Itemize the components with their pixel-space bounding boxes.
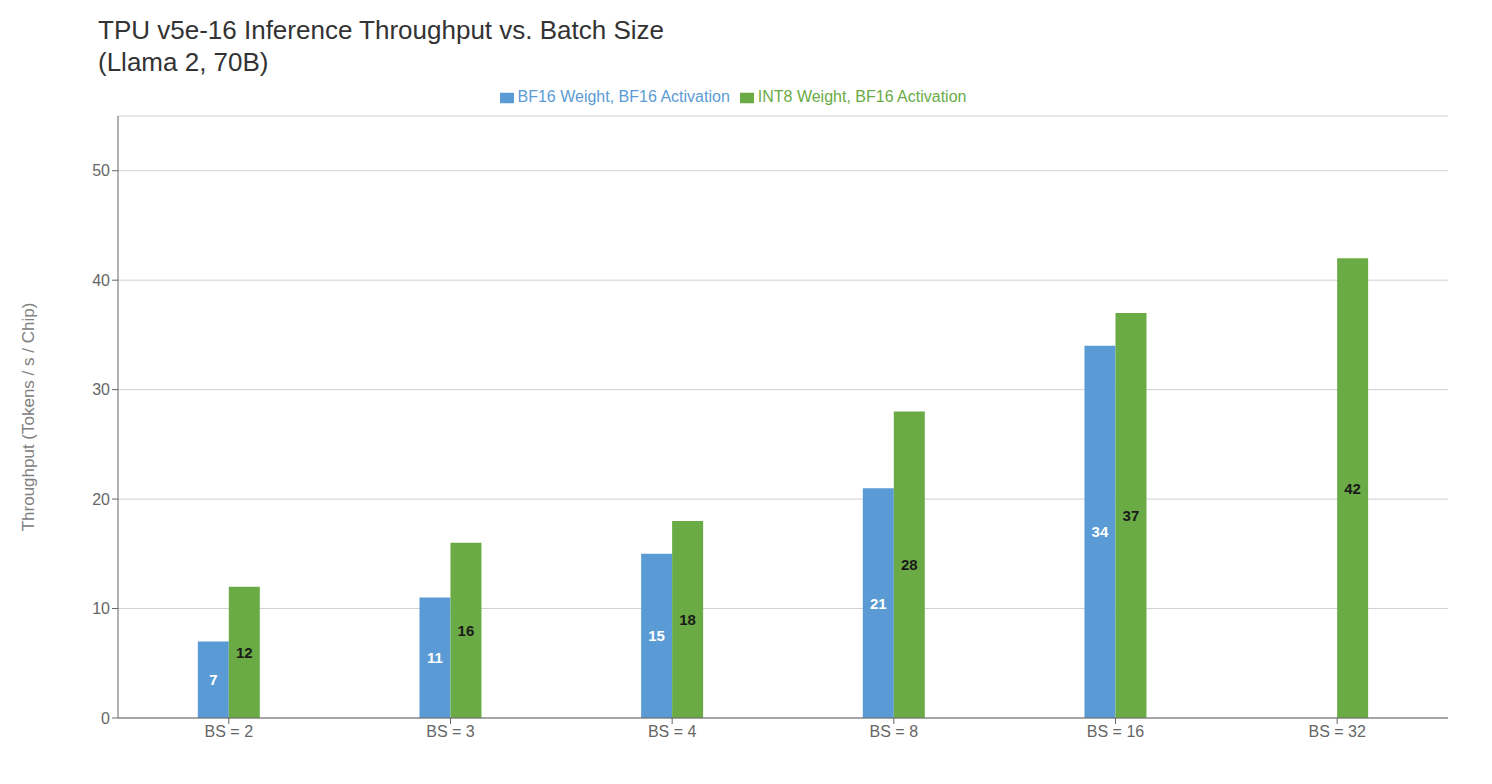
svg-text:BS = 8: BS = 8 xyxy=(870,723,919,740)
svg-text:11: 11 xyxy=(427,649,443,666)
svg-text:15: 15 xyxy=(648,627,665,644)
svg-text:37: 37 xyxy=(1123,507,1140,524)
svg-text:30: 30 xyxy=(92,381,110,398)
svg-text:0: 0 xyxy=(101,710,110,727)
svg-text:BS = 32: BS = 32 xyxy=(1308,723,1365,740)
svg-text:10: 10 xyxy=(92,600,110,617)
svg-text:BS = 2: BS = 2 xyxy=(205,723,254,740)
svg-text:40: 40 xyxy=(92,272,110,289)
svg-text:18: 18 xyxy=(679,611,696,628)
svg-text:50: 50 xyxy=(92,162,110,179)
svg-text:BS = 4: BS = 4 xyxy=(648,723,697,740)
html-text:BF16 Weight, BF16 Activation: BF16 Weight, BF16 Activation xyxy=(517,88,730,105)
svg-text:BS = 3: BS = 3 xyxy=(426,723,475,740)
html-text:TPU v5e-16 Inference Throughpu: TPU v5e-16 Inference Throughput vs. Batc… xyxy=(98,15,664,45)
html-text:INT8 Weight, BF16 Activation: INT8 Weight, BF16 Activation xyxy=(757,88,967,105)
svg-text:16: 16 xyxy=(458,622,475,639)
svg-text:12: 12 xyxy=(236,644,253,661)
svg-text:7: 7 xyxy=(209,671,217,688)
html-text:(Llama 2, 70B): (Llama 2, 70B) xyxy=(98,47,269,77)
svg-text:28: 28 xyxy=(901,556,918,573)
svg-text:34: 34 xyxy=(1092,523,1109,540)
svg-text:21: 21 xyxy=(870,595,887,612)
svg-text:BS = 16: BS = 16 xyxy=(1087,723,1144,740)
svg-text:Throughput (Tokens / s / Chip): Throughput (Tokens / s / Chip) xyxy=(19,303,38,532)
svg-text:42: 42 xyxy=(1344,480,1361,497)
svg-text:20: 20 xyxy=(92,491,110,508)
